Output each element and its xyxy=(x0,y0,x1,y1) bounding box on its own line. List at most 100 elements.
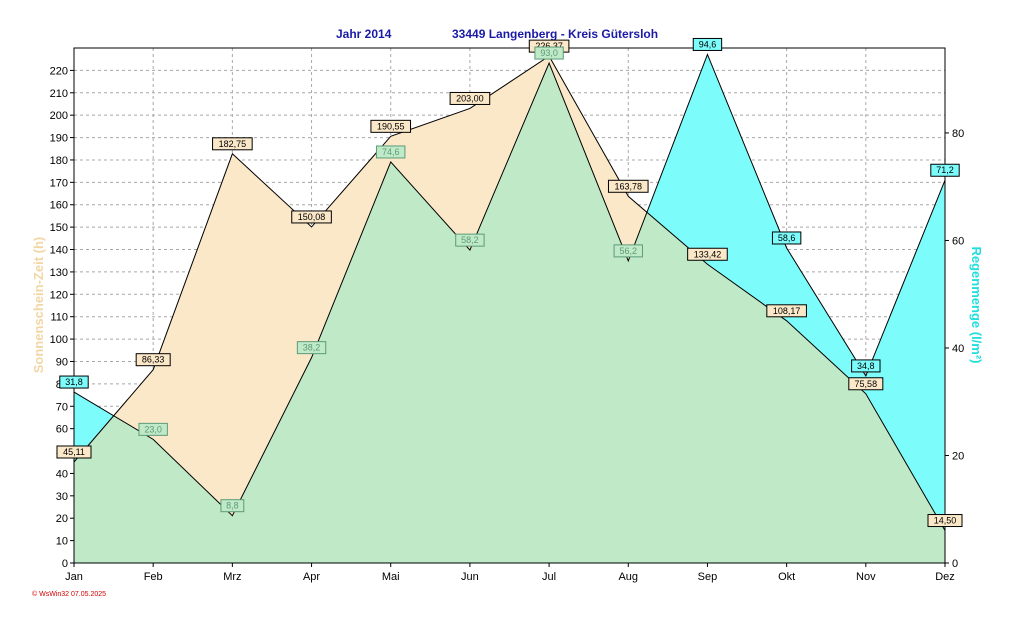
data-label-regenmenge: 93,0 xyxy=(540,48,558,58)
y-left-tick-label: 180 xyxy=(50,155,68,167)
y-left-tick-label: 0 xyxy=(62,558,68,570)
y-left-tick-label: 90 xyxy=(56,356,68,368)
y-left-tick-label: 110 xyxy=(50,312,68,324)
y-left-tick-label: 20 xyxy=(56,513,68,525)
data-label-sonnenschein: 133,42 xyxy=(694,249,722,259)
data-label-sonnenschein-box xyxy=(449,91,491,105)
data-label-sonnenschein: 163,78 xyxy=(615,181,643,191)
data-label-regenmenge-box xyxy=(930,163,960,177)
data-label-regenmenge-box xyxy=(138,422,168,436)
x-axis: Jan Feb Mrz Apr Mai Jun Jul Aug Sep Okt Nov Dez xyxy=(65,563,955,583)
x-tick-label: Jun xyxy=(461,571,479,583)
data-label-regenmenge: 23,0 xyxy=(144,424,162,434)
data-label-regenmenge: 8,8 xyxy=(226,501,239,511)
data-label-sonnenschein: 14,50 xyxy=(934,516,957,526)
data-label-sonnenschein: 75,58 xyxy=(855,379,878,389)
x-tick-label: Dez xyxy=(935,571,955,583)
data-label-regenmenge: 58,6 xyxy=(778,233,796,243)
data-label-regenmenge: 56,2 xyxy=(620,246,638,256)
y-left-tick-label: 130 xyxy=(50,267,68,279)
x-tick-label: Okt xyxy=(778,571,795,583)
data-label-sonnenschein: 226,37 xyxy=(535,41,563,51)
y-left-tick-label: 100 xyxy=(50,334,68,346)
x-tick-label: Feb xyxy=(144,571,163,583)
y-right-tick-label: 0 xyxy=(952,558,958,570)
data-label-sonnenschein: 45,11 xyxy=(63,447,85,457)
data-label-regenmenge: 38,2 xyxy=(303,343,321,353)
data-label-sonnenschein-box xyxy=(607,179,649,193)
data-label-sonnenschein-box xyxy=(848,377,884,391)
y-left-tick-label: 160 xyxy=(50,200,68,212)
data-label-regenmenge-box xyxy=(376,145,406,159)
y-left-tick-label: 60 xyxy=(56,424,68,436)
data-label-sonnenschein-box xyxy=(135,353,171,367)
data-label-regenmenge-box xyxy=(613,244,643,258)
y-axis-right-title: Regenmenge (l/m²) xyxy=(969,246,984,363)
y-left-tick-label: 170 xyxy=(50,177,68,189)
y-left-tick-label: 140 xyxy=(50,245,68,257)
y-left-tick-label: 30 xyxy=(56,491,68,503)
data-label-regenmenge: 71,2 xyxy=(936,165,954,175)
x-tick-label: Mai xyxy=(382,571,400,583)
plot-frame xyxy=(73,47,946,564)
chart-title-location: 33449 Langenberg - Kreis Gütersloh xyxy=(452,27,658,41)
y-right-tick-label: 40 xyxy=(952,343,964,355)
data-label-sonnenschein-box xyxy=(291,210,332,224)
y-left-tick-label: 150 xyxy=(50,222,68,234)
data-label-sonnenschein-box xyxy=(212,137,253,151)
right-axis: 0 20 40 60 80 xyxy=(945,128,964,570)
footer-credit: © WsWin32 07.05.2025 xyxy=(32,590,106,598)
data-label-regenmenge: 94,6 xyxy=(699,39,717,49)
series-line-regenmenge xyxy=(73,53,946,517)
area-layer xyxy=(74,54,945,564)
data-label-regenmenge-box xyxy=(59,375,89,389)
y-left-tick-label: 40 xyxy=(56,468,68,480)
x-tick-label: Sep xyxy=(698,571,718,583)
data-label-sonnenschein-box xyxy=(687,247,728,261)
y-right-tick-label: 20 xyxy=(952,450,964,462)
data-label-regenmenge: 74,6 xyxy=(382,147,400,157)
data-labels: 45,11 86,33 182,75 150,08 190,55 203,00 226,37… xyxy=(56,37,963,528)
data-label-sonnenschein: 86,33 xyxy=(142,355,165,365)
data-label-sonnenschein: 190,55 xyxy=(377,121,405,131)
data-label-regenmenge-box xyxy=(692,37,723,51)
data-label-sonnenschein: 182,75 xyxy=(219,139,247,149)
data-label-regenmenge: 34,8 xyxy=(857,361,875,371)
data-label-sonnenschein: 203,00 xyxy=(456,93,484,103)
y-left-tick-label: 70 xyxy=(56,401,68,413)
y-left-tick-label: 120 xyxy=(50,289,68,301)
left-axis: 0102030405060708090100110120130140150160… xyxy=(50,65,74,570)
data-label-regenmenge-box xyxy=(534,46,564,60)
line-layer xyxy=(73,53,946,531)
y-left-tick-label: 220 xyxy=(50,65,68,77)
x-tick-label: Nov xyxy=(856,571,876,583)
y-right-tick-label: 60 xyxy=(952,235,964,247)
x-tick-label: Jul xyxy=(542,571,556,583)
x-tick-label: Aug xyxy=(618,571,638,583)
data-label-regenmenge-box xyxy=(771,231,802,245)
data-label-sonnenschein-box xyxy=(370,119,412,133)
data-label-sonnenschein-box xyxy=(766,304,807,318)
x-tick-label: Jan xyxy=(65,571,83,583)
area-overlap xyxy=(74,63,945,564)
data-label-sonnenschein-box xyxy=(927,514,963,528)
y-left-tick-label: 190 xyxy=(50,133,68,145)
series-line-sonnenschein xyxy=(73,55,946,531)
x-tick-label: Mrz xyxy=(223,571,241,583)
y-axis-left-title: Sonnenschein-Zeit (h) xyxy=(31,237,46,374)
y-right-tick-label: 80 xyxy=(952,128,964,140)
data-label-sonnenschein: 108,17 xyxy=(773,306,801,316)
data-label-regenmenge-box xyxy=(296,341,327,355)
data-label-regenmenge: 31,8 xyxy=(65,377,83,387)
x-tick-label: Apr xyxy=(303,571,320,583)
y-left-tick-label: 210 xyxy=(50,88,68,100)
data-label-sonnenschein: 150,08 xyxy=(298,212,326,222)
chart-title-year: Jahr 2014 xyxy=(336,27,392,41)
data-label-regenmenge-box xyxy=(851,359,881,373)
data-label-regenmenge-box xyxy=(455,233,485,247)
y-left-tick-label: 10 xyxy=(56,536,68,548)
data-label-regenmenge: 58,2 xyxy=(461,235,479,245)
data-label-sonnenschein-box xyxy=(56,445,92,459)
data-label-regenmenge-box xyxy=(220,499,245,513)
